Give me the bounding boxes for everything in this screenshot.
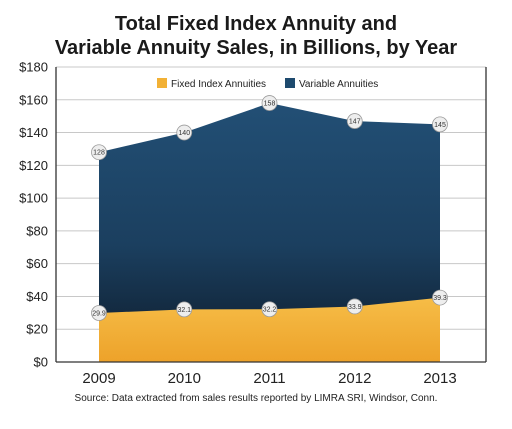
y-tick-label: $0 <box>34 355 48 370</box>
data-label: 145 <box>434 122 446 129</box>
y-tick-label: $100 <box>19 191 48 206</box>
data-point-marker <box>176 124 193 141</box>
data-point-marker <box>432 289 448 306</box>
legend-swatch <box>157 78 167 88</box>
data-label: 32.1 <box>177 307 191 314</box>
legend-swatch <box>285 78 295 88</box>
data-label: 147 <box>349 118 361 125</box>
data-point-marker <box>176 301 193 318</box>
y-tick-label: $180 <box>19 60 48 75</box>
data-labels: 29.9 32.1 32.2 33.9 39.3 128 140 158 147 145 <box>91 95 448 321</box>
data-point-marker <box>261 301 278 318</box>
data-point-marker <box>346 298 363 315</box>
y-tick-label: $60 <box>26 256 48 271</box>
data-label: 29.9 <box>92 310 106 317</box>
data-label: 158 <box>264 100 276 107</box>
data-point-marker <box>432 116 448 133</box>
y-tick-label: $160 <box>19 92 48 107</box>
y-tick-label: $80 <box>26 223 48 238</box>
data-label: 33.9 <box>348 304 362 311</box>
data-label: 140 <box>178 130 190 137</box>
x-tick-label: 2012 <box>338 370 371 387</box>
areas <box>99 103 440 363</box>
data-point-marker <box>91 305 107 321</box>
y-axis-ticks: $0 $20 $40 $60 $80 $100 $120 $140 $160 $180 <box>19 60 48 370</box>
data-point-marker <box>346 113 363 129</box>
data-point-marker <box>261 95 278 111</box>
data-label: 128 <box>93 150 105 157</box>
x-tick-label: 2013 <box>423 370 456 387</box>
x-tick-label: 2010 <box>168 370 201 387</box>
y-tick-label: $140 <box>19 125 48 140</box>
legend-label: Fixed Index Annuities <box>171 79 266 90</box>
chart-title-line1: Total Fixed Index Annuity and <box>115 13 397 35</box>
data-label: 32.2 <box>263 307 277 314</box>
y-tick-label: $20 <box>26 322 48 337</box>
data-point-marker <box>91 144 107 161</box>
x-axis-ticks: 2009 2010 2011 2012 2013 <box>82 370 456 387</box>
area-variable-annuities <box>99 103 440 363</box>
source-note: Source: Data extracted from sales result… <box>75 393 438 404</box>
chart-title-line2: Variable Annuity Sales, in Billions, by … <box>55 37 458 59</box>
y-tick-label: $40 <box>26 289 48 304</box>
legend-label: Variable Annuities <box>299 79 378 90</box>
x-tick-label: 2011 <box>253 370 285 387</box>
axes <box>55 67 487 363</box>
data-label: 39.3 <box>433 295 447 302</box>
x-tick-label: 2009 <box>82 370 115 387</box>
legend: Fixed Index Annuities Variable Annuities <box>157 78 378 90</box>
y-tick-label: $120 <box>19 158 48 173</box>
